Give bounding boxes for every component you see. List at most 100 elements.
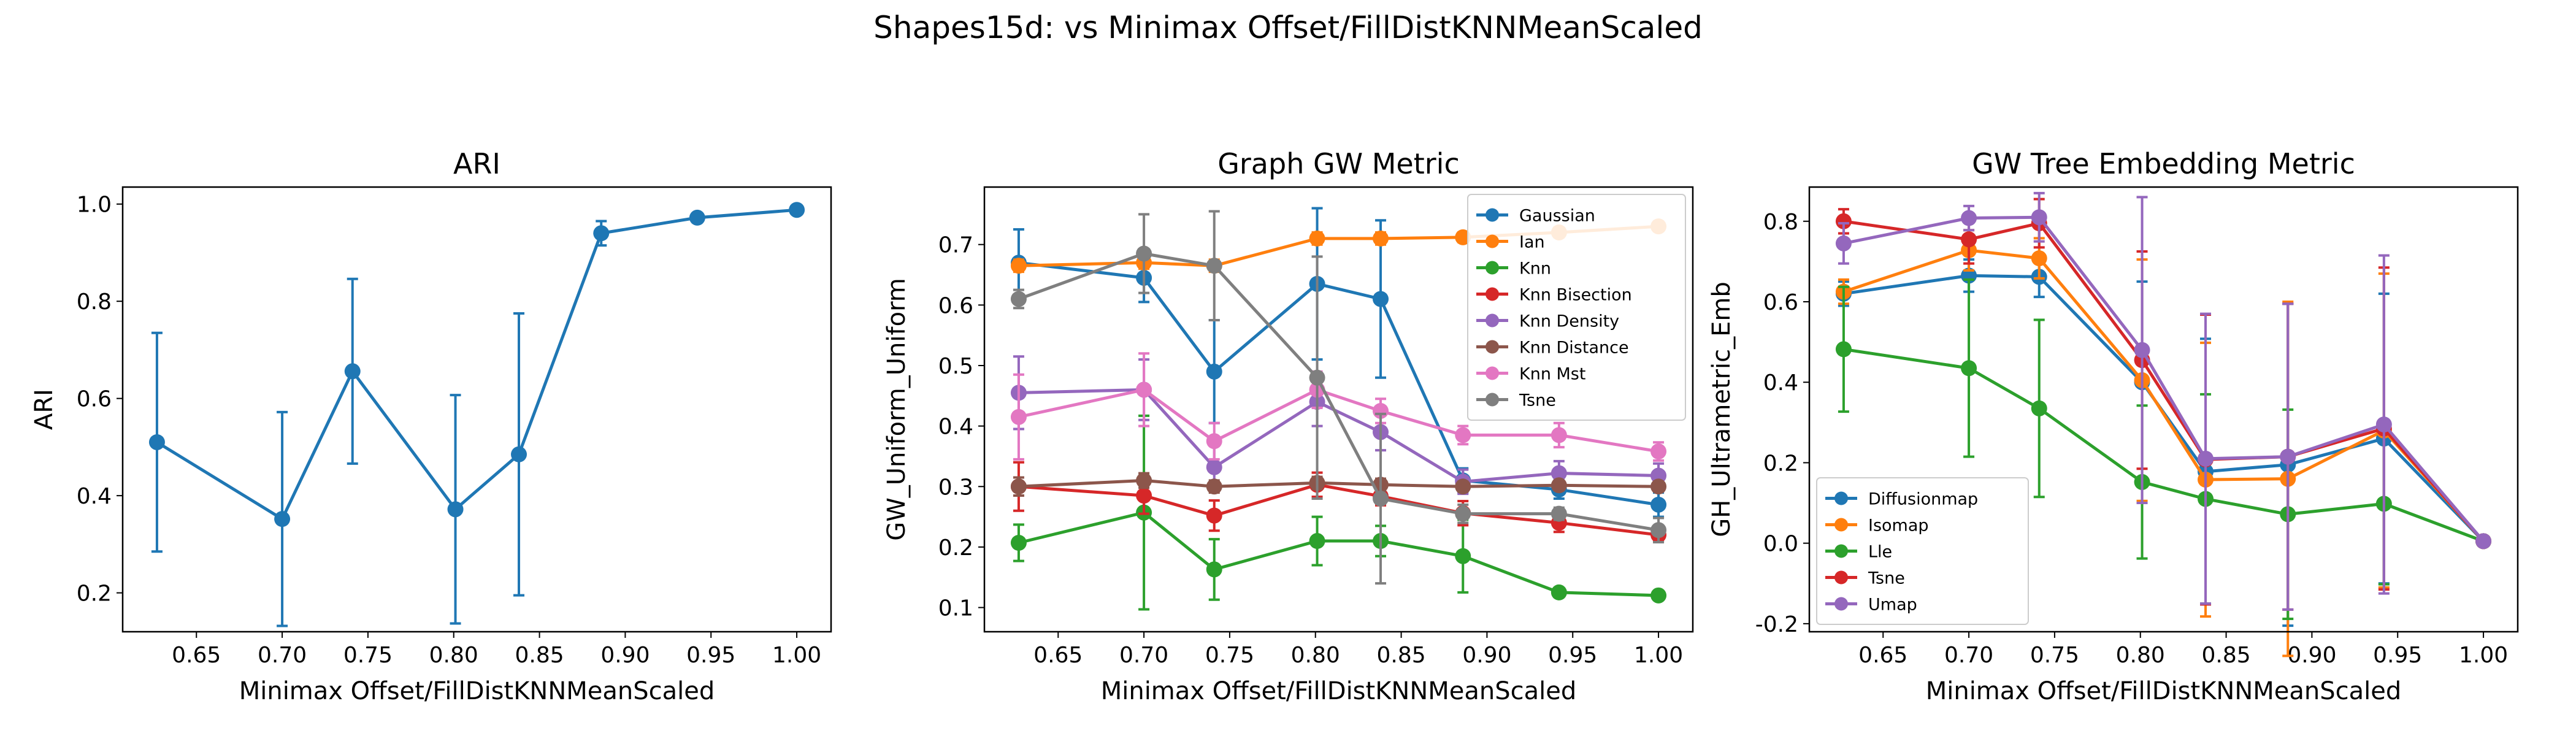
x-tick-label: 1.00: [772, 643, 821, 668]
data-point: [1373, 291, 1389, 307]
data-point: [1961, 231, 1977, 248]
legend: Gaussian Ian Knn Knn Bisection Knn Density Kn…: [1467, 194, 1686, 421]
data-point: [1206, 459, 1222, 475]
x-tick-label: 0.95: [2373, 643, 2422, 668]
data-point: [1206, 363, 1222, 380]
legend-marker: [1834, 570, 1848, 585]
series-line: [1843, 220, 2485, 543]
data-point: [1206, 258, 1222, 274]
data-point: [1206, 507, 1222, 524]
data-point: [1206, 478, 1222, 495]
data-point: [1455, 505, 1471, 522]
data-point: [1455, 427, 1471, 443]
y-tick-label: 0.5: [938, 354, 973, 379]
data-point: [1455, 229, 1471, 245]
legend-marker: [1485, 208, 1499, 222]
y-axis-label: ARI: [30, 389, 58, 430]
x-tick-label: 0.85: [2201, 643, 2250, 668]
y-tick-label: 1.0: [77, 193, 112, 218]
chart-title: GW Tree Embedding Metric: [1972, 147, 2355, 180]
legend-marker: [1485, 234, 1499, 248]
series-tsne: [1010, 210, 1667, 585]
y-tick-label: -0.2: [1755, 612, 1798, 637]
data-point: [1309, 230, 1325, 247]
legend-label: Knn Mst: [1519, 365, 1585, 384]
x-tick-label: 0.65: [1858, 643, 1907, 668]
data-point: [1835, 341, 1852, 358]
y-tick-label: 0.6: [77, 387, 112, 412]
data-point: [1835, 235, 1852, 251]
legend-marker: [1834, 518, 1848, 532]
legend-label: Gaussian: [1519, 207, 1595, 226]
data-point: [1373, 230, 1389, 247]
y-tick-label: 0.7: [938, 233, 973, 258]
series-1: [148, 202, 805, 627]
data-point: [447, 501, 464, 518]
data-point: [2375, 416, 2392, 433]
x-tick-label: 0.80: [2116, 643, 2165, 668]
y-tick-label: 0.8: [77, 289, 112, 315]
data-point: [1961, 360, 1977, 377]
legend-label: Umap: [1868, 596, 1917, 615]
data-point: [1010, 408, 1027, 425]
data-point: [1309, 533, 1325, 550]
series-line: [1843, 215, 2485, 542]
x-tick-label: 0.70: [1119, 643, 1168, 668]
x-tick-label: 1.00: [1634, 643, 1683, 668]
y-axis-label: GH_Ultrametric_Emb: [1708, 282, 1736, 537]
series-line: [1018, 388, 1659, 453]
data-point: [689, 209, 705, 226]
legend-label: Ian: [1519, 233, 1545, 252]
legend-marker: [1485, 313, 1499, 328]
plot-frame: [121, 186, 832, 633]
data-point: [1136, 381, 1152, 398]
data-point: [1373, 490, 1389, 507]
legend-label: Lle: [1868, 543, 1892, 562]
series-line: [1018, 478, 1659, 488]
legend-marker: [1834, 544, 1848, 558]
data-point: [789, 202, 805, 218]
series-line: [156, 208, 797, 521]
y-tick-label: 0.2: [77, 581, 112, 607]
plot-frame: [983, 186, 1694, 633]
y-tick-label: 0.4: [1763, 370, 1798, 396]
x-tick-label: 0.85: [1376, 643, 1425, 668]
legend-marker: [1485, 287, 1499, 301]
legend-marker: [1834, 491, 1848, 505]
y-tick-label: 0.8: [1763, 210, 1798, 235]
x-axis-label: Minimax Offset/FillDistKNNMeanScaled: [1926, 677, 2402, 705]
data-point: [1010, 535, 1027, 551]
series-knn: [1010, 414, 1667, 611]
series-line: [1843, 248, 2485, 543]
x-tick-label: 0.75: [2030, 643, 2079, 668]
legend-marker: [1485, 340, 1499, 354]
data-point: [2198, 450, 2214, 467]
data-point: [1650, 478, 1667, 495]
data-point: [1206, 561, 1222, 578]
data-point: [344, 363, 361, 380]
series-line: [1018, 261, 1659, 507]
y-tick-label: 0.0: [1763, 532, 1798, 557]
x-tick-label: 0.90: [2287, 643, 2336, 668]
data-point: [1010, 291, 1027, 307]
data-point: [2134, 342, 2150, 358]
legend-label: Tsne: [1519, 391, 1556, 410]
x-tick-label: 0.85: [515, 643, 564, 668]
series-line: [1018, 388, 1659, 483]
data-point: [1551, 465, 1567, 481]
y-tick-label: 0.2: [938, 535, 973, 561]
data-point: [1136, 488, 1152, 504]
x-tick-label: 0.95: [1548, 643, 1597, 668]
legend-label: Knn: [1519, 259, 1551, 278]
data-point: [1551, 427, 1567, 443]
y-tick-label: 0.3: [938, 475, 973, 500]
data-point: [1010, 478, 1027, 495]
legend-label: Isomap: [1868, 516, 1929, 535]
data-point: [1136, 472, 1152, 489]
figure-title: Shapes15d: vs Minimax Offset/FillDistKNN…: [873, 10, 1703, 45]
legend-label: Diffusionmap: [1868, 490, 1978, 509]
y-tick-label: 0.1: [938, 596, 973, 621]
legend-label: Knn Distance: [1519, 339, 1629, 358]
x-tick-label: 1.00: [2459, 643, 2508, 668]
